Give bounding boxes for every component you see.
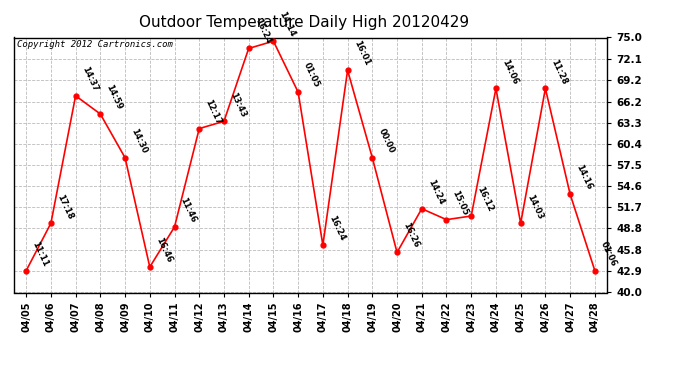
Text: 11:46: 11:46: [179, 196, 198, 224]
Text: 16:24: 16:24: [327, 214, 346, 242]
Text: 13:43: 13:43: [228, 91, 248, 118]
Text: 00:00: 00:00: [377, 127, 396, 155]
Text: 14:30: 14:30: [129, 127, 148, 155]
Text: Outdoor Temperature Daily High 20120429: Outdoor Temperature Daily High 20120429: [139, 15, 469, 30]
Text: 11:11: 11:11: [30, 240, 50, 268]
Text: 01:05: 01:05: [302, 62, 322, 89]
Text: 17:18: 17:18: [55, 193, 75, 220]
Text: 15:05: 15:05: [451, 189, 470, 217]
Text: 16:46: 16:46: [154, 236, 173, 264]
Text: 14:06: 14:06: [500, 58, 520, 86]
Text: Copyright 2012 Cartronics.com: Copyright 2012 Cartronics.com: [17, 40, 172, 49]
Text: 12:17: 12:17: [204, 98, 223, 126]
Text: 01:06: 01:06: [599, 240, 618, 268]
Text: 16:01: 16:01: [352, 39, 371, 68]
Text: 14:16: 14:16: [574, 163, 594, 191]
Text: 16:24: 16:24: [253, 18, 273, 46]
Text: 14:14: 14:14: [277, 10, 297, 38]
Text: 16:12: 16:12: [475, 185, 495, 213]
Text: 16:26: 16:26: [401, 222, 421, 250]
Text: 14:59: 14:59: [104, 83, 124, 111]
Text: 14:37: 14:37: [80, 65, 99, 93]
Text: 14:24: 14:24: [426, 178, 446, 206]
Text: 11:28: 11:28: [549, 58, 569, 86]
Text: 14:03: 14:03: [525, 193, 544, 220]
